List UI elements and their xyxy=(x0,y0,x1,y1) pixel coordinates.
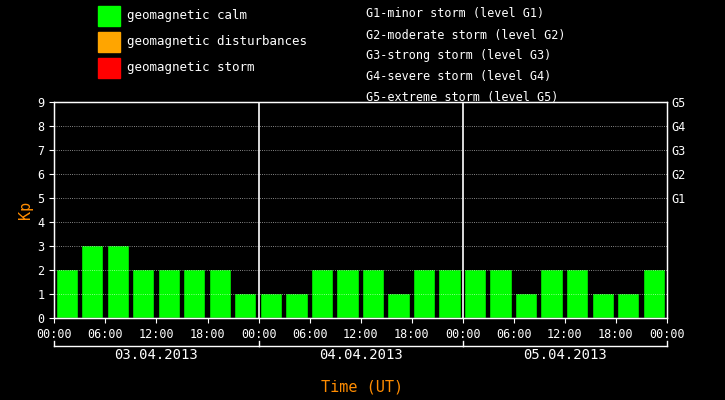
Bar xyxy=(133,270,154,318)
Bar xyxy=(644,270,665,318)
Text: G4-severe storm (level G4): G4-severe storm (level G4) xyxy=(366,70,552,83)
Text: G3-strong storm (level G3): G3-strong storm (level G3) xyxy=(366,50,552,62)
Text: G5-extreme storm (level G5): G5-extreme storm (level G5) xyxy=(366,91,558,104)
Text: G2-moderate storm (level G2): G2-moderate storm (level G2) xyxy=(366,29,566,42)
Text: 04.04.2013: 04.04.2013 xyxy=(319,348,402,362)
Text: geomagnetic storm: geomagnetic storm xyxy=(127,62,254,74)
Bar xyxy=(286,294,307,318)
Text: G1-minor storm (level G1): G1-minor storm (level G1) xyxy=(366,8,544,20)
Text: geomagnetic disturbances: geomagnetic disturbances xyxy=(127,36,307,48)
Bar xyxy=(107,246,129,318)
Bar xyxy=(567,270,588,318)
Text: geomagnetic calm: geomagnetic calm xyxy=(127,10,247,22)
Bar xyxy=(516,294,537,318)
Bar xyxy=(261,294,282,318)
Bar xyxy=(82,246,103,318)
Bar xyxy=(618,294,639,318)
Bar xyxy=(465,270,486,318)
Text: 03.04.2013: 03.04.2013 xyxy=(115,348,199,362)
Bar xyxy=(414,270,435,318)
Text: Time (UT): Time (UT) xyxy=(321,379,404,394)
Bar xyxy=(159,270,180,318)
Bar xyxy=(235,294,257,318)
Bar xyxy=(592,294,614,318)
Text: 05.04.2013: 05.04.2013 xyxy=(523,348,607,362)
Bar xyxy=(490,270,512,318)
Y-axis label: Kp: Kp xyxy=(18,201,33,219)
Bar xyxy=(389,294,410,318)
Bar xyxy=(439,270,460,318)
Bar xyxy=(184,270,205,318)
Bar xyxy=(362,270,384,318)
Bar xyxy=(210,270,231,318)
Bar xyxy=(57,270,78,318)
Bar xyxy=(312,270,333,318)
Bar xyxy=(337,270,359,318)
Bar xyxy=(542,270,563,318)
